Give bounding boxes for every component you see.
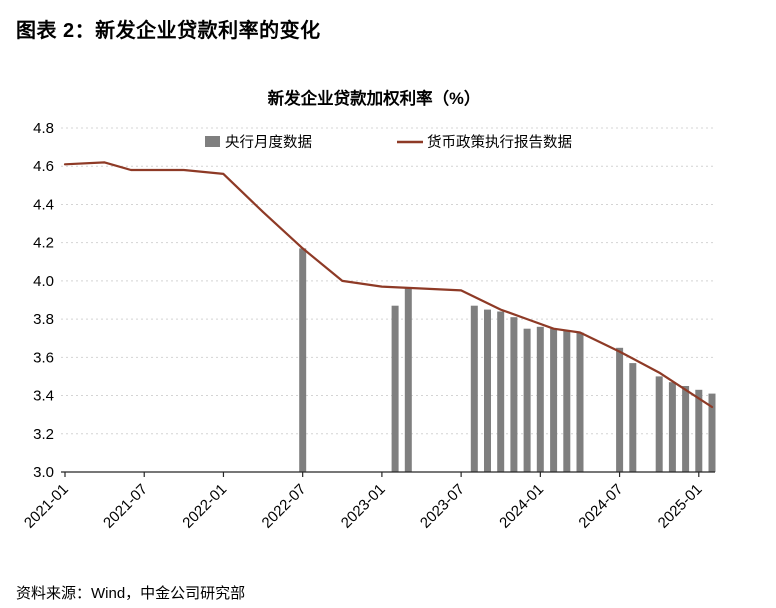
x-tick-label: 2021-07 — [100, 481, 151, 532]
monthly-rate-bar — [695, 389, 703, 472]
legend-bar-swatch — [205, 136, 220, 147]
monthly-rate-bar — [523, 328, 531, 472]
legend: 央行月度数据 货币政策执行报告数据 — [205, 134, 572, 151]
y-tick-label: 4.6 — [33, 158, 54, 175]
x-axis-layer: 2021-01 2021-07 2022-01 2022-07 2023-01 2023-… — [21, 471, 715, 532]
x-tick-label: 2024-07 — [575, 481, 626, 532]
legend-bar-label: 央行月度数据 — [225, 134, 312, 151]
x-tick-label: 2021-01 — [21, 481, 72, 532]
monthly-rate-bar — [576, 332, 584, 472]
monthly-rate-bar — [536, 326, 544, 472]
monthly-rate-bar — [391, 305, 399, 472]
report-rate-line — [63, 161, 714, 409]
y-axis-labels: 4.8 4.6 4.4 4.2 4.0 3.8 3.6 3.4 3.2 3.0 — [33, 120, 54, 481]
x-tick-label: 2023-01 — [338, 481, 389, 532]
monthly-rate-bar — [708, 393, 716, 472]
figure-title: 图表 2：新发企业贷款利率的变化 — [16, 20, 321, 42]
line-layer — [63, 161, 714, 409]
x-tick-label: 2022-01 — [179, 481, 230, 532]
monthly-rate-bar — [484, 309, 491, 472]
y-tick-label: 3.2 — [33, 426, 54, 443]
legend-line-label: 货币政策执行报告数据 — [427, 134, 572, 151]
monthly-rate-bar — [550, 328, 558, 472]
monthly-rate-bar — [497, 311, 505, 472]
y-tick-label: 3.4 — [33, 388, 54, 405]
y-tick-label: 3.8 — [33, 311, 54, 328]
monthly-rate-bar — [668, 382, 676, 472]
monthly-rate-bar — [299, 248, 307, 472]
y-tick-label: 4.2 — [33, 235, 54, 252]
x-tick-label: 2023-07 — [417, 481, 468, 532]
gridlines-layer — [61, 127, 715, 435]
monthly-rate-bar — [470, 305, 478, 472]
x-tick-label: 2024-01 — [496, 481, 547, 532]
x-tick-label: 2025-01 — [655, 481, 706, 532]
y-tick-label: 4.8 — [33, 120, 54, 137]
monthly-rate-bar — [616, 347, 624, 472]
x-tick-label: 2022-07 — [259, 481, 310, 532]
y-tick-label: 4.4 — [33, 196, 54, 213]
source-note: 资料来源：Wind，中金公司研究部 — [16, 585, 246, 602]
monthly-rate-bar — [655, 376, 663, 472]
monthly-rate-bar — [629, 363, 637, 472]
monthly-rate-bar — [682, 386, 690, 472]
chart-title: 新发企业贷款加权利率（%） — [268, 88, 481, 108]
y-tick-label: 4.0 — [33, 273, 54, 290]
monthly-rate-bar — [563, 330, 571, 472]
y-tick-label: 3.0 — [33, 464, 54, 481]
monthly-rate-bar — [404, 288, 412, 472]
monthly-rate-bar — [510, 317, 518, 472]
y-tick-label: 3.6 — [33, 349, 54, 366]
bars-layer — [299, 248, 716, 472]
